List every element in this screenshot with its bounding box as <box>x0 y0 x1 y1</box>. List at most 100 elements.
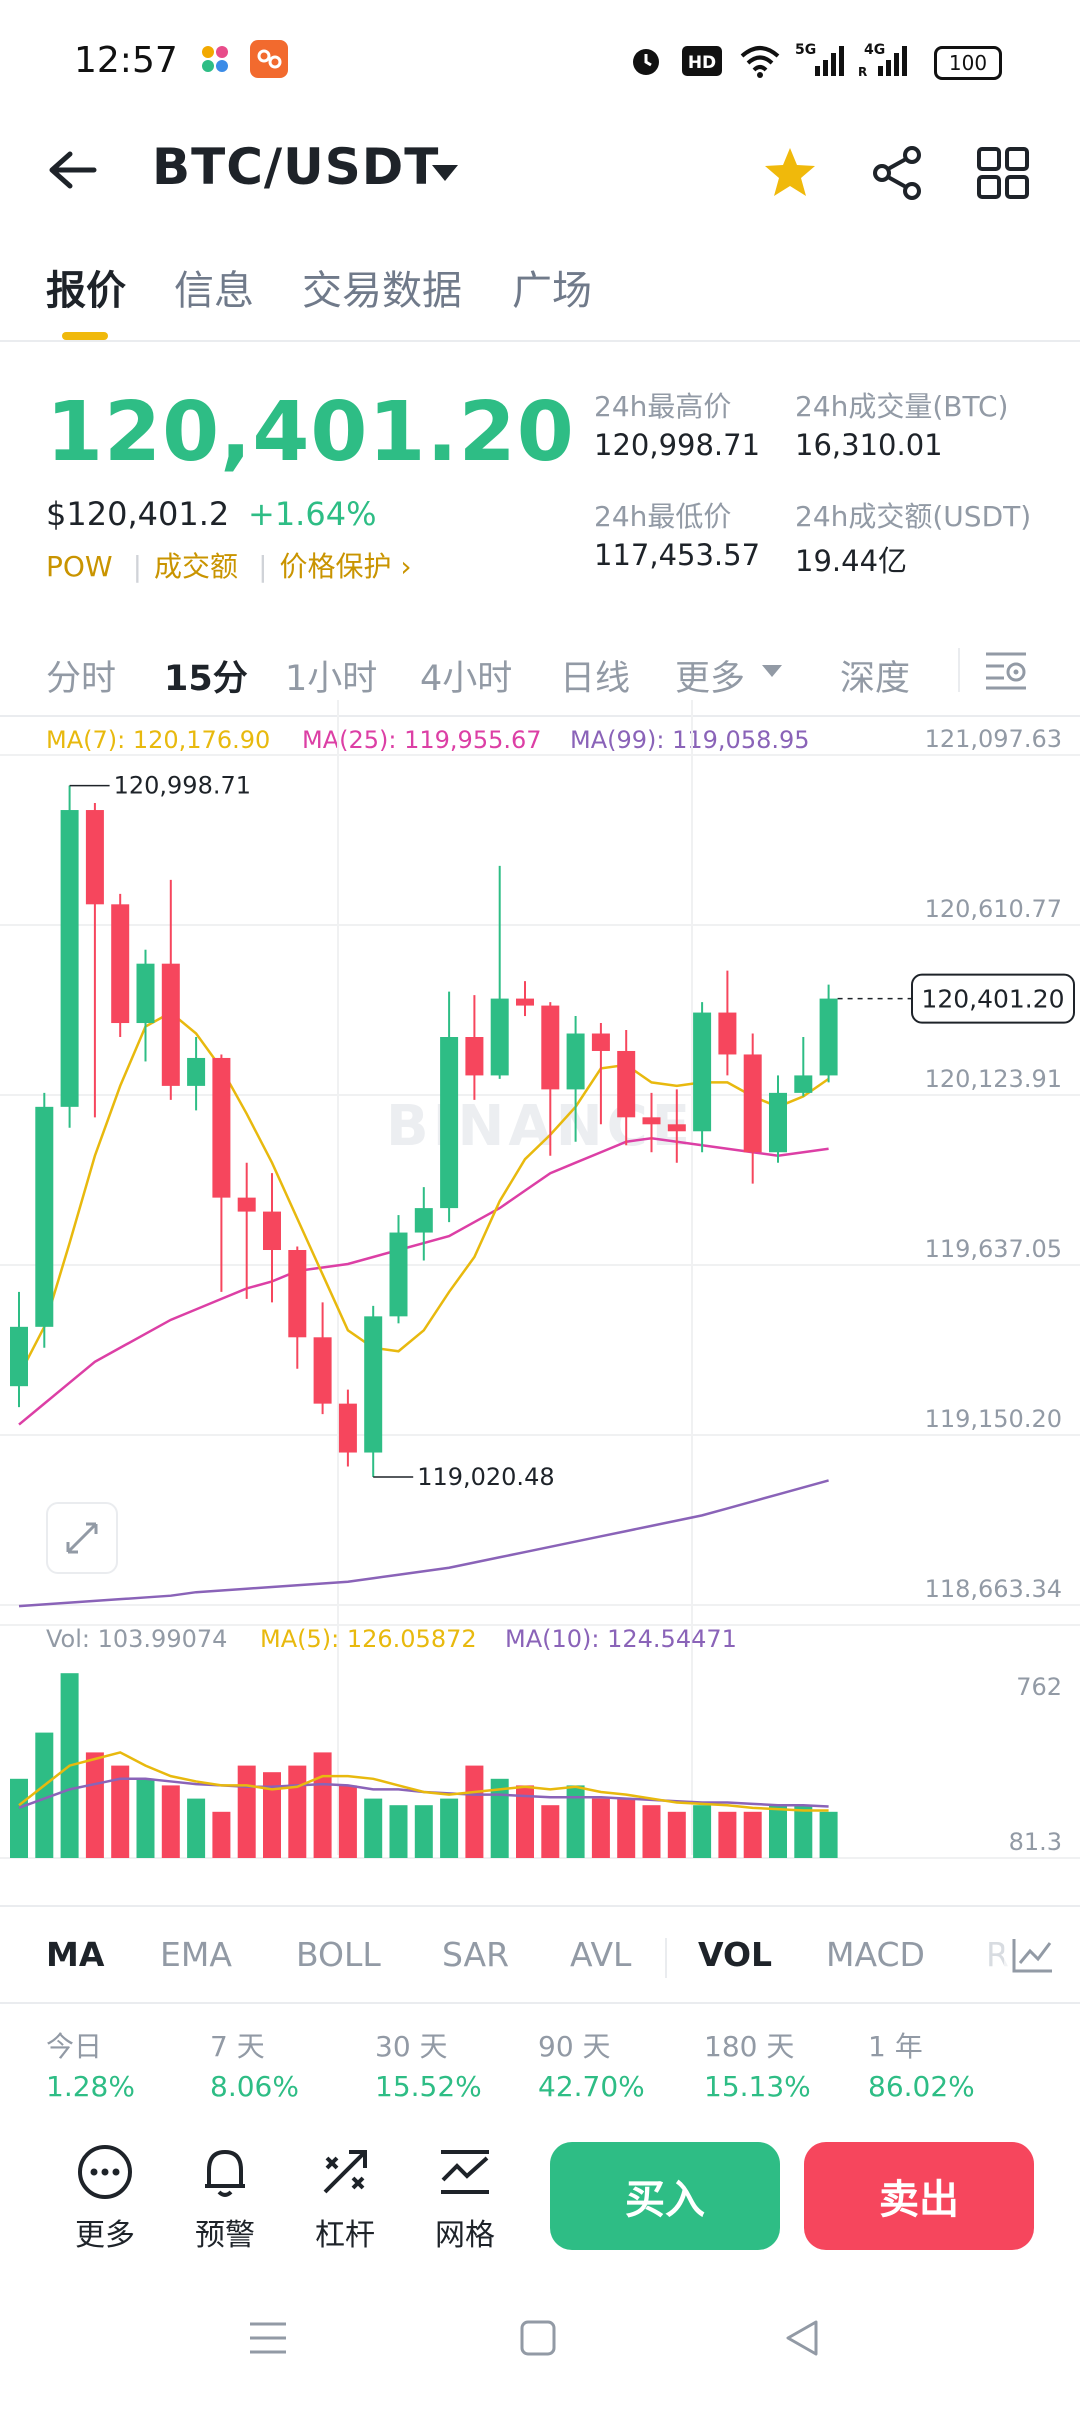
indicator-ma[interactable]: MA <box>46 1935 105 1974</box>
perf-value: 15.52% <box>375 2070 482 2103</box>
interval-4h[interactable]: 4小时 <box>420 659 513 699</box>
leverage-label: 杠杆 <box>315 2218 375 2253</box>
candle-body <box>440 1037 459 1209</box>
candle-body <box>516 998 534 1006</box>
perf-value: 8.06% <box>210 2070 299 2103</box>
candle-body <box>667 1124 686 1132</box>
indicator-macd[interactable]: MACD <box>826 1935 925 1974</box>
price-change-percent: +1.64% <box>248 495 377 533</box>
indicator-r[interactable]: R <box>986 1935 1009 1974</box>
candle-body <box>541 1005 560 1090</box>
pair-title[interactable]: BTC/USDT <box>152 138 440 196</box>
grid-menu-icon[interactable] <box>975 145 1031 201</box>
last-price-tag-label: 120,401.20 <box>921 985 1064 1014</box>
perf-label: 180 天 <box>704 2030 795 2063</box>
volume-bar <box>819 1811 838 1858</box>
indicator-avl[interactable]: AVL <box>570 1935 632 1974</box>
indicator-boll[interactable]: BOLL <box>296 1935 381 1974</box>
indicator-fade <box>1004 1922 1080 1992</box>
hd-icon: HD <box>682 46 722 76</box>
price-axis-label: 119,637.05 <box>925 1235 1062 1263</box>
divider <box>958 648 960 692</box>
vol-usdt-value: 19.44亿 <box>795 544 908 578</box>
perf-label: 7 天 <box>210 2030 265 2063</box>
volume-bar <box>313 1752 332 1858</box>
high-label: 24h最高价 <box>594 390 732 423</box>
tab-square[interactable]: 广场 <box>512 268 592 314</box>
ma25-legend: MA(25): 119,955.67 <box>302 726 542 754</box>
more-chevron-icon[interactable] <box>760 663 784 679</box>
indicator-ema[interactable]: EMA <box>160 1935 232 1974</box>
low-label: 24h最低价 <box>594 500 732 533</box>
candle-body <box>338 1403 357 1453</box>
bell-icon <box>205 2150 245 2197</box>
back-nav-icon[interactable] <box>782 2318 822 2358</box>
chevron-down-icon[interactable] <box>430 163 460 183</box>
vol-btc-label: 24h成交量(BTC) <box>795 390 1009 423</box>
tab-quote[interactable]: 报价 <box>46 268 126 314</box>
divider <box>0 2002 1080 2004</box>
alarm-icon <box>633 49 659 75</box>
candle-body <box>212 1057 231 1198</box>
grid-trading-action[interactable]: 网格 <box>420 2142 510 2254</box>
sell-button[interactable]: 卖出 <box>804 2142 1034 2250</box>
vol-ma5-legend: MA(5): 126.05872 <box>260 1625 477 1653</box>
candle-body <box>288 1250 307 1338</box>
candle-body <box>85 810 104 905</box>
tag-turnover[interactable]: 成交额 <box>154 550 239 583</box>
vol-legend: Vol: 103.99074 <box>46 1625 228 1653</box>
tab-trading-data[interactable]: 交易数据 <box>302 268 462 314</box>
home-nav-icon[interactable] <box>518 2318 558 2358</box>
interval-1h[interactable]: 1小时 <box>285 659 378 699</box>
volume-bar <box>10 1778 28 1858</box>
indicator-chart-icon[interactable] <box>1010 1935 1054 1975</box>
back-arrow-icon[interactable] <box>48 150 98 190</box>
perf-value: 86.02% <box>868 2070 975 2103</box>
interval-time[interactable]: 分时 <box>46 659 117 699</box>
volume-bar <box>136 1778 155 1858</box>
volume-bar <box>465 1765 484 1858</box>
indicator-vol[interactable]: VOL <box>698 1935 773 1974</box>
more-action[interactable]: 更多 <box>60 2142 150 2254</box>
candle-body <box>237 1197 256 1212</box>
interval-depth[interactable]: 深度 <box>840 659 911 699</box>
buy-button[interactable]: 买入 <box>550 2142 780 2250</box>
interval-1d[interactable]: 日线 <box>560 659 631 699</box>
candle-body <box>35 1106 54 1327</box>
indicator-sar[interactable]: SAR <box>442 1935 510 1974</box>
tab-info[interactable]: 信息 <box>174 268 254 314</box>
share-icon[interactable] <box>870 145 926 201</box>
high-value: 120,998.71 <box>594 428 761 462</box>
volume-bar <box>617 1798 636 1858</box>
price-axis-label: 120,123.91 <box>925 1065 1062 1093</box>
volume-bar <box>237 1765 256 1858</box>
volume-bar <box>364 1798 383 1858</box>
candle-body <box>693 1012 712 1132</box>
volume-bar <box>743 1811 762 1858</box>
tag-price-protection[interactable]: 价格保护 › <box>279 550 412 583</box>
menu-nav-icon[interactable] <box>248 2318 288 2358</box>
perf-label: 30 天 <box>375 2030 448 2063</box>
tags-row: POW | 成交额 | 价格保护 › <box>46 550 412 583</box>
vol-axis-label: 762 <box>1016 1673 1062 1701</box>
svg-text:4G: 4G <box>864 42 885 58</box>
perf-value: 15.13% <box>704 2070 811 2103</box>
volume-bar <box>111 1765 130 1858</box>
interval-more[interactable]: 更多 <box>675 659 746 699</box>
candlestick-chart[interactable]: 121,097.63 120,610.77 120,123.91 119,637.05… <box>0 700 1080 1860</box>
candle-body <box>187 1057 206 1086</box>
expand-chart-button[interactable] <box>46 1502 118 1574</box>
perf-label: 90 天 <box>538 2030 611 2063</box>
ma7-legend: MA(7): 120,176.90 <box>46 726 271 754</box>
alert-action[interactable]: 预警 <box>180 2142 270 2254</box>
vol-ma10-legend: MA(10): 124.54471 <box>505 1625 737 1653</box>
star-icon[interactable] <box>762 145 818 201</box>
chart-settings-icon[interactable] <box>982 648 1030 692</box>
candle-body <box>591 1033 610 1051</box>
candle-body <box>60 810 79 1107</box>
interval-15m[interactable]: 15分 <box>164 659 248 699</box>
perf-label: 1 年 <box>868 2030 923 2063</box>
more-label: 更多 <box>75 2218 135 2253</box>
tag-pow[interactable]: POW <box>46 550 113 583</box>
leverage-action[interactable]: 杠杆 <box>300 2142 390 2254</box>
